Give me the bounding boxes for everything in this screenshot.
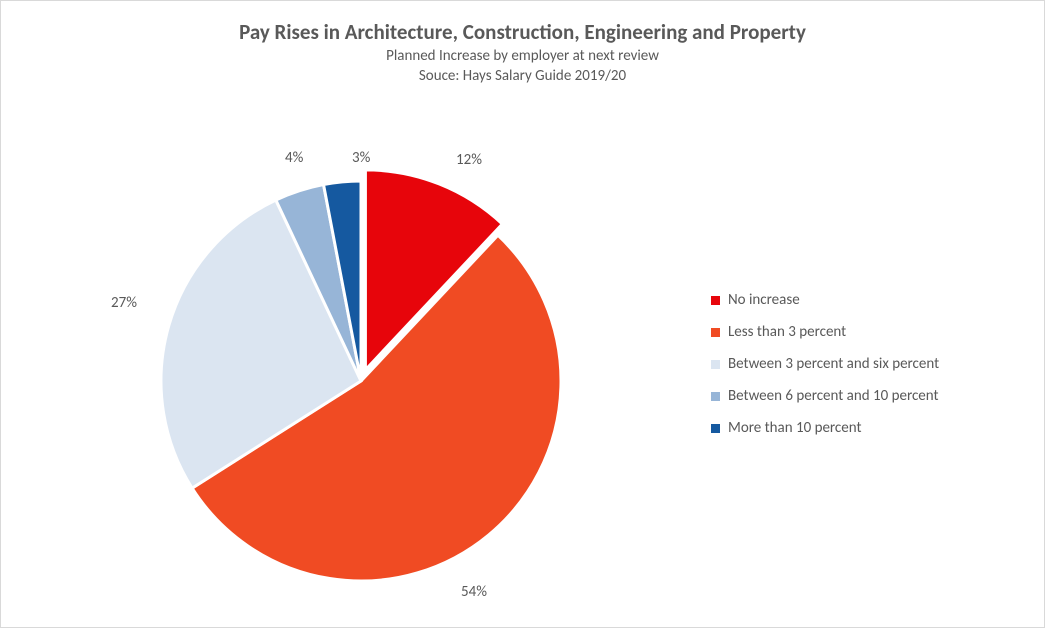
legend-label: Between 6 percent and 10 percent bbox=[728, 387, 939, 405]
legend: No increase Less than 3 percent Between 3 … bbox=[711, 291, 939, 451]
legend-item: More than 10 percent bbox=[711, 419, 939, 437]
legend-item: Less than 3 percent bbox=[711, 323, 939, 341]
legend-label: Less than 3 percent bbox=[728, 323, 846, 341]
legend-swatch bbox=[711, 392, 720, 401]
legend-swatch bbox=[711, 328, 720, 337]
legend-item: Between 6 percent and 10 percent bbox=[711, 387, 939, 405]
legend-swatch bbox=[711, 424, 720, 433]
chart-container: Pay Rises in Architecture, Construction,… bbox=[1, 1, 1044, 627]
legend-item: Between 3 percent and six percent bbox=[711, 355, 939, 373]
legend-swatch bbox=[711, 360, 720, 369]
data-label: 4% bbox=[285, 149, 303, 167]
legend-label: More than 10 percent bbox=[728, 419, 862, 437]
data-label: 27% bbox=[111, 294, 137, 312]
data-label: 3% bbox=[352, 149, 370, 167]
data-label: 12% bbox=[456, 151, 482, 169]
legend-swatch bbox=[711, 296, 720, 305]
legend-label: Between 3 percent and six percent bbox=[728, 355, 939, 373]
legend-label: No increase bbox=[728, 291, 800, 309]
legend-item: No increase bbox=[711, 291, 939, 309]
data-label: 54% bbox=[461, 583, 487, 601]
